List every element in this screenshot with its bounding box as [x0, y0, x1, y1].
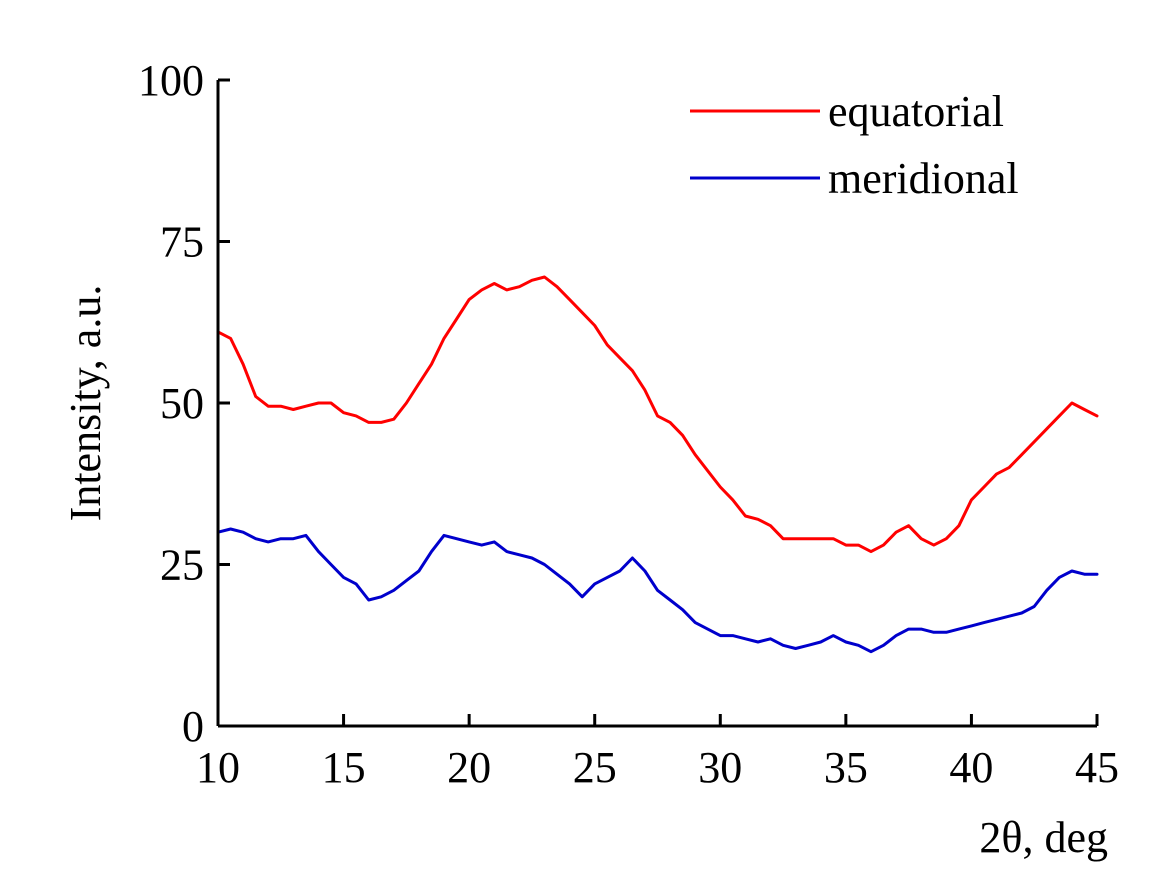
y-tick-label: 50: [160, 379, 204, 428]
series-layer: [216, 275, 1099, 654]
series-line-meridional: [216, 527, 1099, 654]
x-tick-label: 35: [824, 743, 868, 792]
x-tick-label: 30: [698, 743, 742, 792]
y-tick-label: 100: [138, 56, 204, 105]
y-tick-label: 25: [160, 541, 204, 590]
x-tick-label: 40: [949, 743, 993, 792]
y-tick-label: 0: [182, 702, 204, 751]
legend: equatorial meridional: [690, 87, 1019, 203]
y-axis-label: Intensity, a.u.: [61, 285, 110, 522]
x-tick-label: 20: [447, 743, 491, 792]
x-tick-label: 15: [322, 743, 366, 792]
x-tick-label: 25: [573, 743, 617, 792]
ticks-layer: 10 15 20 25 30 35 40 45 0 25 50 75 100 2θ, deg Intensi…: [61, 56, 1119, 862]
series-line-equatorial: [216, 275, 1099, 554]
x-axis-label: 2θ, deg: [979, 813, 1108, 862]
legend-label-equatorial: equatorial: [828, 87, 1004, 136]
y-tick-label: 75: [160, 218, 204, 267]
x-tick-label: 45: [1075, 743, 1119, 792]
legend-label-meridional: meridional: [828, 154, 1019, 203]
x-tick-label: 10: [196, 743, 240, 792]
